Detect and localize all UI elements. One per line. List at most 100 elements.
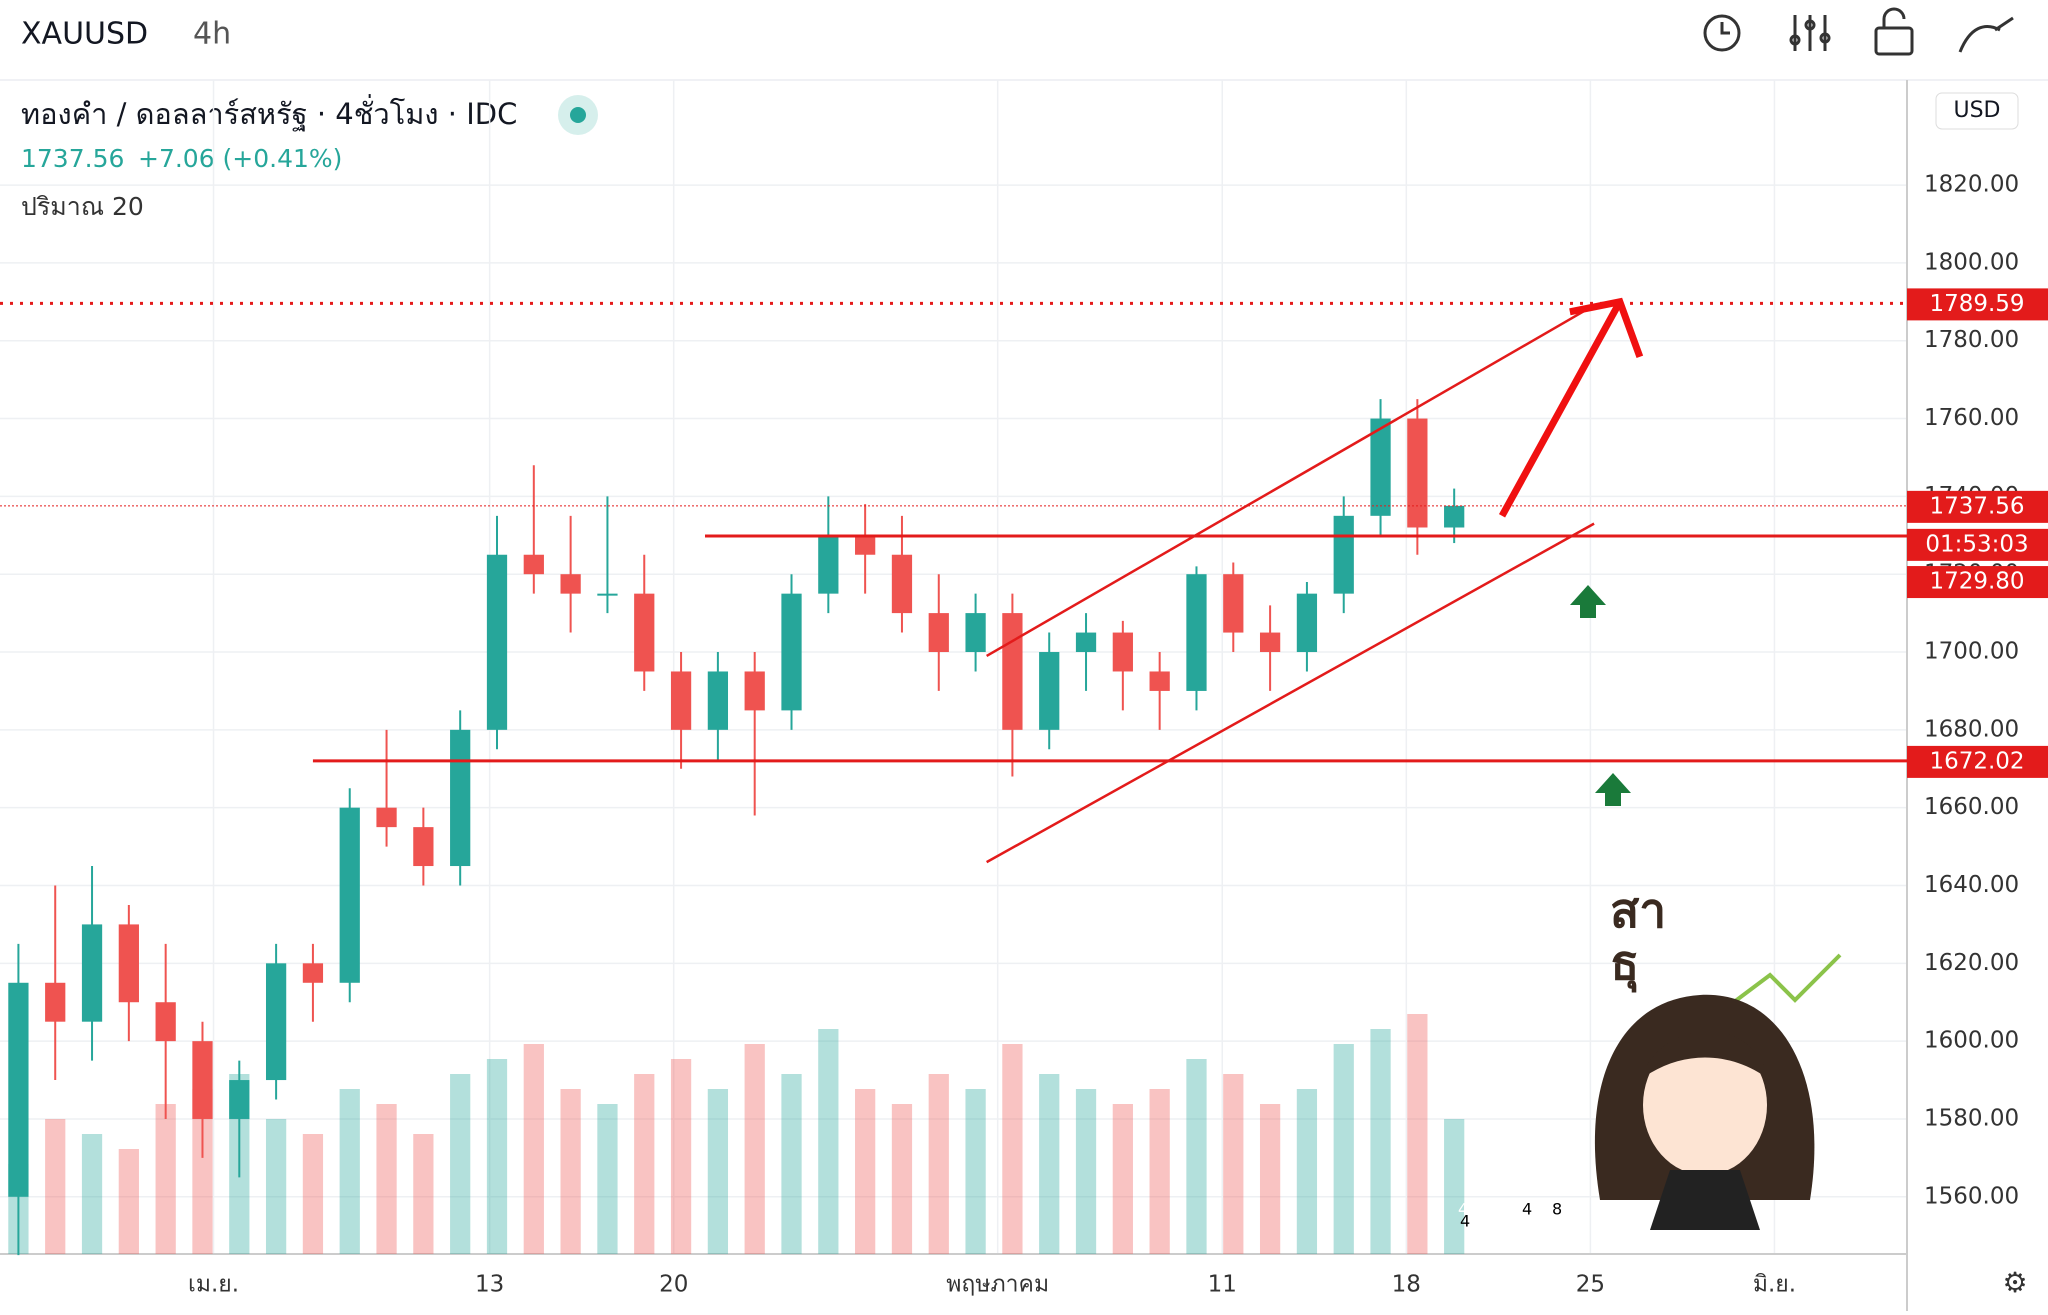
sticker-text: ธุ [1610, 935, 1639, 993]
x-tick-label: พฤษภาคม [946, 1272, 1049, 1298]
candle-body [81, 924, 103, 1022]
quote-change: +7.06 (+0.41%) [138, 144, 342, 173]
volume-bar [486, 1059, 508, 1254]
volume-bar [376, 1104, 397, 1254]
x-tick-label: 25 [1576, 1272, 1605, 1298]
candle-body [45, 982, 66, 1022]
candle-body [1296, 593, 1318, 653]
event: 4 [1458, 1200, 1468, 1219]
candle-body [339, 807, 360, 983]
countdown-bg [1907, 528, 2048, 561]
volume-bar [891, 1104, 913, 1254]
y-tick-label: 1780.00 [1924, 327, 2019, 353]
price-label-bg [1907, 745, 2048, 778]
candle-body [155, 1002, 176, 1042]
y-tick-label: 1700.00 [1924, 639, 2019, 665]
candle-body [192, 1041, 213, 1119]
volume-bar [928, 1074, 949, 1254]
quote: 1737.56 [21, 144, 124, 173]
price-label-bg [1907, 566, 2048, 599]
candle-body [1370, 418, 1391, 516]
volume-bar [707, 1089, 729, 1254]
candle-body [1149, 671, 1170, 691]
volume-bar [523, 1044, 544, 1254]
candle-body [1223, 574, 1244, 633]
volume-bar [1333, 1044, 1354, 1254]
volume-bar [1296, 1089, 1318, 1254]
candle-body [818, 535, 839, 594]
volume-bar [965, 1089, 986, 1254]
volume-bar [855, 1089, 876, 1254]
volume-bar [670, 1059, 692, 1254]
volume-bar [1112, 1104, 1133, 1254]
volume-bar [1259, 1104, 1281, 1254]
y-tick-label: 1820.00 [1924, 172, 2019, 198]
volume-bar [81, 1134, 103, 1254]
candle-body [891, 554, 913, 614]
candle-body [376, 807, 397, 828]
volume-bar [818, 1029, 839, 1254]
symbol[interactable]: XAUUSD [21, 17, 148, 52]
volume-bar [560, 1089, 581, 1254]
volume-bar [192, 1089, 213, 1254]
candle-body [302, 963, 324, 983]
y-tick-label: 1680.00 [1924, 716, 2019, 742]
settings[interactable]: ⚙ [2002, 1266, 2027, 1299]
sticker: สา ธุ [1594, 883, 1842, 1230]
channel-line [986, 308, 1588, 657]
candle-body [560, 574, 581, 594]
volume-bar [413, 1134, 434, 1254]
price-label: 1737.56 [1929, 493, 2024, 519]
volume-bar [1075, 1089, 1097, 1254]
candle-body [855, 535, 876, 555]
volume-bar [744, 1044, 765, 1254]
currency-badge[interactable] [1935, 92, 2019, 130]
instrument-name: ทองคำ / ดอลลาร์สหรัฐ · 4ชั่วโมง · IDC [21, 94, 517, 132]
y-tick-label: 1660.00 [1924, 794, 2019, 820]
candle-body [965, 613, 986, 653]
price-label: 1672.02 [1929, 748, 2024, 774]
volume-bar [339, 1089, 360, 1254]
x-tick-label: 13 [475, 1272, 504, 1298]
candle-body [1112, 632, 1133, 672]
y-tick-label: 1580.00 [1924, 1105, 2019, 1131]
volume-bar [1370, 1029, 1391, 1254]
volume-bar [118, 1149, 139, 1254]
status-dot [570, 107, 586, 123]
volume-bar [155, 1104, 176, 1254]
volume-bar [1002, 1044, 1023, 1254]
event-count: 4 [1522, 1200, 1532, 1219]
channel-line [986, 522, 1595, 864]
candle-body [1075, 632, 1097, 653]
price-label: 1789.59 [1929, 291, 2024, 317]
x-tick-label: มิ.ย. [1753, 1272, 1796, 1298]
currency[interactable]: USD [1953, 98, 2000, 123]
sticker-text: สา [1610, 883, 1666, 939]
volume-bar [1444, 1119, 1465, 1254]
candle-body [634, 593, 655, 672]
event-count: 8 [1552, 1200, 1562, 1219]
toolbar-icons[interactable] [1703, 7, 2014, 56]
volume-label: ปริมาณ 20 [21, 192, 144, 221]
candle-body [781, 593, 802, 711]
x-tick-label: เม.ย. [188, 1272, 239, 1298]
volume-bar [45, 1119, 66, 1254]
candle-body [486, 554, 508, 730]
candle-body [1186, 574, 1207, 691]
volume-bar [302, 1134, 324, 1254]
candle-body [1444, 505, 1465, 528]
candle-body [1333, 515, 1354, 594]
y-tick-label: 1760.00 [1924, 405, 2019, 431]
candle-body [229, 1080, 250, 1119]
volume-bar [1223, 1074, 1244, 1254]
interval[interactable]: 4h [193, 17, 231, 52]
candle-body [928, 613, 949, 653]
candle-body [670, 671, 692, 730]
candle-body [1407, 418, 1428, 528]
y-tick-label: 1800.00 [1924, 249, 2019, 275]
candle-body [523, 554, 544, 575]
y-tick-label: 1600.00 [1924, 1028, 2019, 1054]
volume-bar [450, 1074, 471, 1254]
x-tick-label: 18 [1392, 1272, 1421, 1298]
